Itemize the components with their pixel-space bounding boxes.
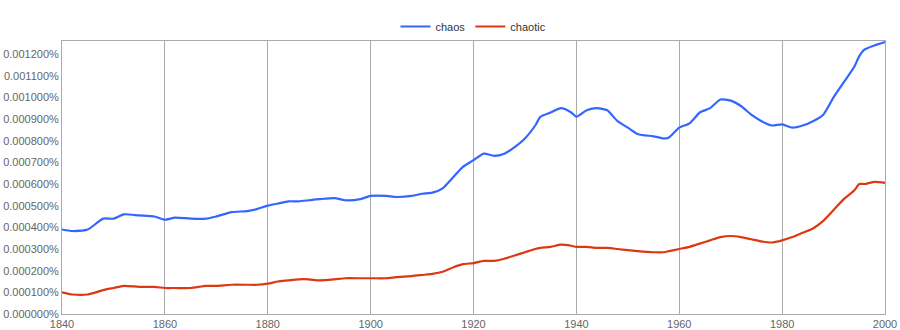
- svg-text:0.000700%: 0.000700%: [3, 156, 59, 168]
- svg-text:1880: 1880: [256, 318, 280, 330]
- svg-text:0.001100%: 0.001100%: [4, 70, 59, 82]
- svg-text:1980: 1980: [770, 318, 794, 330]
- svg-text:0.000900%: 0.000900%: [3, 113, 59, 125]
- svg-text:chaotic: chaotic: [510, 21, 545, 33]
- svg-text:1920: 1920: [461, 318, 485, 330]
- svg-text:1840: 1840: [50, 318, 74, 330]
- svg-text:0.000100%: 0.000100%: [3, 286, 59, 298]
- svg-text:0.000000%: 0.000000%: [3, 308, 59, 320]
- svg-text:chaos: chaos: [436, 21, 466, 33]
- svg-text:1860: 1860: [153, 318, 177, 330]
- svg-text:0.000800%: 0.000800%: [3, 135, 59, 147]
- svg-text:0.000400%: 0.000400%: [3, 221, 59, 233]
- svg-text:1900: 1900: [358, 318, 382, 330]
- svg-text:0.000500%: 0.000500%: [3, 200, 59, 212]
- svg-text:2000: 2000: [873, 318, 897, 330]
- svg-text:0.000200%: 0.000200%: [3, 265, 59, 277]
- svg-text:1960: 1960: [667, 318, 691, 330]
- svg-text:0.000300%: 0.000300%: [3, 243, 59, 255]
- svg-text:1940: 1940: [564, 318, 588, 330]
- svg-text:0.001000%: 0.001000%: [3, 91, 59, 103]
- svg-text:0.000600%: 0.000600%: [3, 178, 59, 190]
- svg-text:0.001200%: 0.001200%: [3, 48, 59, 60]
